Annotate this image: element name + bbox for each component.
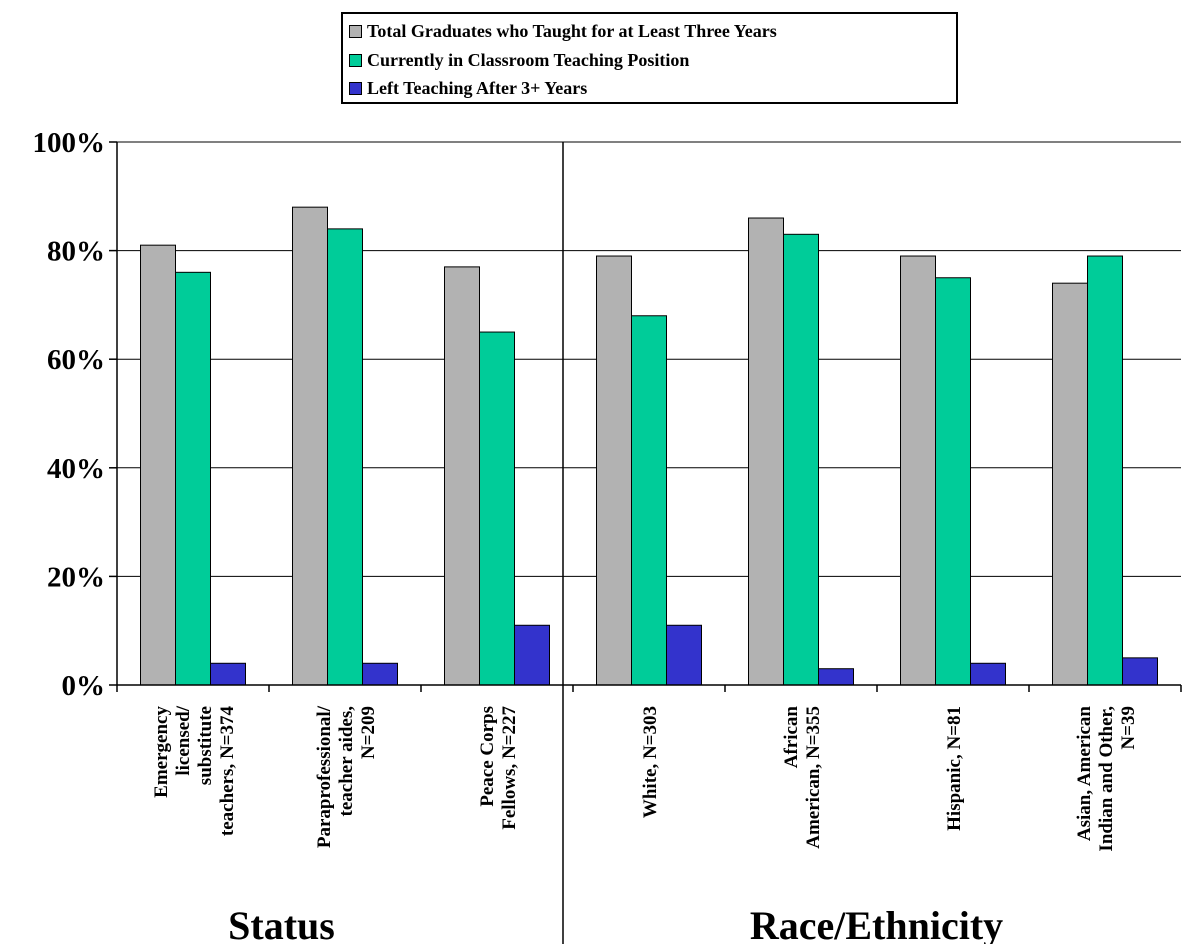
- group-label: Race/Ethnicity: [750, 903, 1003, 944]
- legend-entry: Currently in Classroom Teaching Position: [349, 49, 689, 71]
- y-tick-label: 60%: [47, 344, 105, 376]
- legend: Total Graduates who Taught for at Least …: [341, 12, 958, 104]
- category-label: licensed/: [173, 705, 194, 775]
- bar: [210, 662, 246, 686]
- category-label: teachers, N=374: [217, 706, 238, 837]
- category-label: American, N=355: [803, 706, 824, 849]
- category-label: Emergency: [151, 706, 172, 798]
- category-label: Paraprofessional/: [314, 705, 335, 848]
- bars: [140, 206, 1158, 686]
- category-label: Peace Corps: [477, 706, 498, 807]
- y-tick-labels: 0% 20% 40% 60% 80% 100%: [33, 127, 106, 702]
- category-label: Asian, American: [1074, 706, 1095, 842]
- bar: [596, 255, 632, 686]
- category-label: Hispanic, N=81: [944, 706, 965, 831]
- bar: [818, 668, 854, 686]
- category-label: substitute: [195, 706, 216, 785]
- legend-entry: Left Teaching After 3+ Years: [349, 77, 587, 99]
- bar: [748, 217, 784, 686]
- legend-entry: Total Graduates who Taught for at Least …: [349, 20, 777, 42]
- bar: [935, 277, 971, 686]
- y-tick-label: 100%: [33, 127, 106, 159]
- bar: [1052, 282, 1088, 686]
- legend-label: Currently in Classroom Teaching Position: [367, 49, 690, 70]
- bar: [900, 255, 936, 686]
- bar: [140, 244, 176, 686]
- bar: [362, 662, 398, 686]
- y-tick-label: 20%: [47, 561, 105, 593]
- bar: [327, 228, 363, 686]
- category-labels: Emergency licensed/substitute teachers, N=…: [151, 705, 1139, 851]
- category-label: N=39: [1118, 706, 1139, 750]
- category-label: Fellows, N=227: [499, 706, 520, 830]
- bar: [783, 233, 819, 686]
- bar: [444, 266, 480, 686]
- y-tick-label: 80%: [47, 236, 105, 268]
- category-label: N=209: [358, 706, 379, 759]
- bar: [1122, 657, 1158, 686]
- bar: [479, 331, 515, 686]
- legend-swatch: [349, 81, 362, 95]
- category-label: White, N=303: [640, 706, 661, 818]
- category-label: teacher aides,: [336, 706, 357, 817]
- bar: [1087, 255, 1123, 686]
- group-label: Status: [228, 903, 335, 944]
- legend-label: Left Teaching After 3+ Years: [367, 77, 588, 98]
- bar: [970, 662, 1006, 686]
- bar: [292, 206, 328, 686]
- legend-swatch: [349, 24, 362, 38]
- bar: [666, 624, 702, 686]
- bar: [514, 624, 550, 686]
- axes: [109, 141, 1182, 944]
- y-tick-label: 0%: [62, 670, 106, 702]
- category-label: Indian and Other,: [1096, 706, 1117, 852]
- category-label: African: [781, 706, 802, 769]
- group-labels: Status Race/Ethnicity: [228, 903, 1003, 944]
- y-tick-label: 40%: [47, 453, 105, 485]
- bar: [631, 315, 667, 686]
- legend-label: Total Graduates who Taught for at Least …: [367, 20, 777, 41]
- bar: [175, 271, 211, 686]
- legend-swatch: [349, 53, 362, 67]
